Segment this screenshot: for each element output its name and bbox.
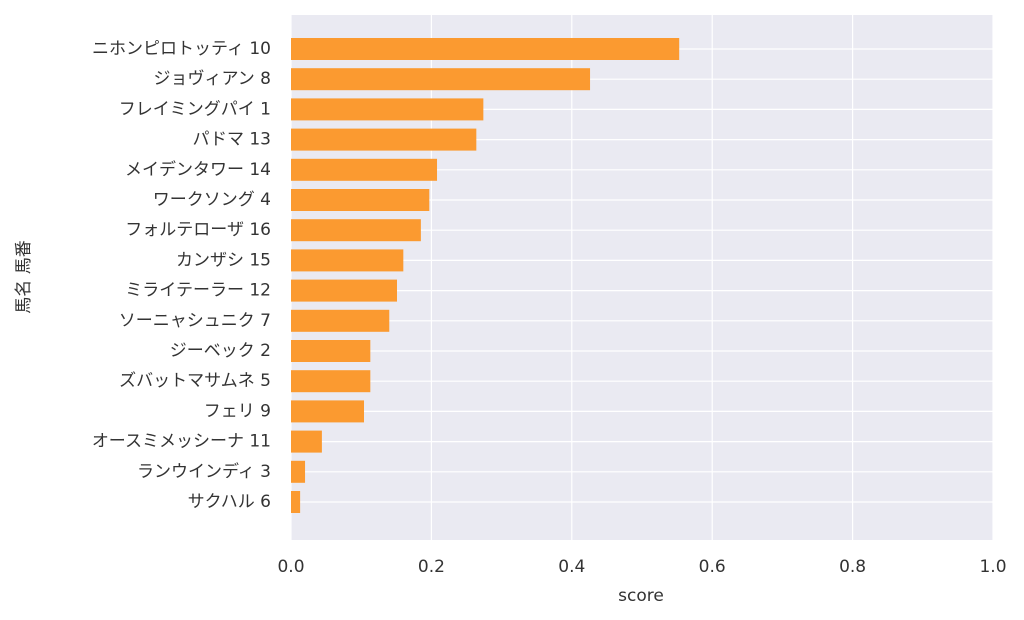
bar (291, 68, 591, 91)
y-tick-label: ワークソング 4 (153, 190, 271, 210)
x-tick-label: 0.0 (277, 557, 304, 577)
bar (291, 98, 484, 121)
y-tick-label: カンザシ 15 (176, 250, 271, 270)
bar (291, 400, 365, 423)
bar (291, 219, 421, 242)
y-tick-label: ニホンピロトッティ 10 (92, 39, 271, 59)
y-tick-label: メイデンタワー 14 (125, 159, 271, 180)
y-tick-label: フォルテローザ 16 (125, 220, 271, 240)
x-axis-label: score (618, 586, 664, 606)
y-tick-label: ジーベック 2 (170, 341, 271, 361)
y-tick-label: ミライテーラー 12 (125, 281, 271, 301)
y-tick-label: パドマ 13 (192, 130, 271, 150)
x-tick-label: 0.4 (558, 557, 585, 577)
y-tick-label: ズバットマサムネ 5 (119, 371, 271, 391)
bar (291, 189, 430, 211)
bar (291, 370, 371, 393)
y-tick-label: ソーニャシュニク 7 (119, 311, 271, 331)
bar (291, 491, 301, 513)
bar (291, 430, 322, 453)
bar (291, 38, 680, 60)
y-tick-label: ジョヴィアン 8 (153, 69, 271, 89)
y-tick-label: ランウインディ 3 (137, 461, 271, 482)
x-tick-label: 1.0 (979, 557, 1006, 577)
y-tick-label: オースミメッシーナ 11 (92, 432, 271, 452)
y-axis-label: 馬名 馬番 (14, 240, 34, 313)
y-tick-label: フレイミングパイ 1 (119, 99, 271, 119)
x-tick-label: 0.6 (699, 557, 726, 577)
bar (291, 309, 390, 332)
bar (291, 128, 477, 151)
bar (291, 279, 398, 302)
bar (291, 460, 306, 483)
plot-area (291, 15, 993, 540)
bar (291, 158, 438, 181)
x-tick-label: 0.8 (839, 557, 866, 577)
y-tick-label: フェリ 9 (204, 401, 271, 421)
y-tick-label: サクハル 6 (188, 492, 271, 512)
bar (291, 249, 404, 272)
bar (291, 340, 371, 362)
x-tick-label: 0.2 (418, 557, 445, 577)
